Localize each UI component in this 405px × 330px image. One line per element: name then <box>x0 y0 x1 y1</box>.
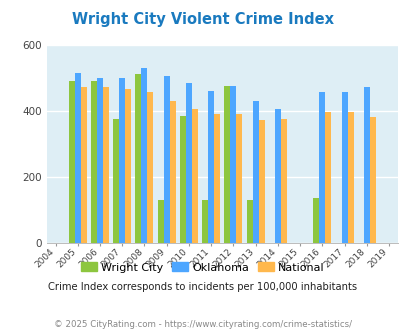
Bar <box>179 115 185 243</box>
Bar <box>141 68 147 243</box>
Legend: Wright City, Oklahoma, National: Wright City, Oklahoma, National <box>77 258 328 277</box>
Bar <box>280 119 286 243</box>
Bar <box>236 114 242 243</box>
Bar <box>246 200 252 243</box>
Bar <box>97 78 103 243</box>
Bar <box>113 119 119 243</box>
Bar <box>135 74 141 243</box>
Bar <box>313 198 318 243</box>
Bar <box>363 87 369 243</box>
Bar <box>230 86 236 243</box>
Bar <box>258 120 264 243</box>
Bar <box>91 81 97 243</box>
Bar <box>347 112 353 243</box>
Bar <box>68 81 75 243</box>
Bar <box>274 109 280 243</box>
Bar <box>318 92 324 243</box>
Text: Crime Index corresponds to incidents per 100,000 inhabitants: Crime Index corresponds to incidents per… <box>48 282 357 292</box>
Bar <box>192 109 198 243</box>
Bar <box>185 82 192 243</box>
Bar <box>224 86 230 243</box>
Bar <box>75 73 81 243</box>
Text: Wright City Violent Crime Index: Wright City Violent Crime Index <box>72 12 333 26</box>
Bar <box>147 92 153 243</box>
Bar <box>125 89 131 243</box>
Bar <box>169 101 175 243</box>
Bar <box>202 200 208 243</box>
Bar <box>103 87 109 243</box>
Bar <box>119 78 125 243</box>
Bar <box>324 112 330 243</box>
Bar <box>157 200 163 243</box>
Bar <box>369 117 375 243</box>
Text: © 2025 CityRating.com - https://www.cityrating.com/crime-statistics/: © 2025 CityRating.com - https://www.city… <box>54 320 351 329</box>
Bar <box>81 87 87 243</box>
Bar <box>208 91 214 243</box>
Bar <box>252 101 258 243</box>
Bar <box>341 92 347 243</box>
Bar <box>214 114 220 243</box>
Bar <box>163 76 169 243</box>
